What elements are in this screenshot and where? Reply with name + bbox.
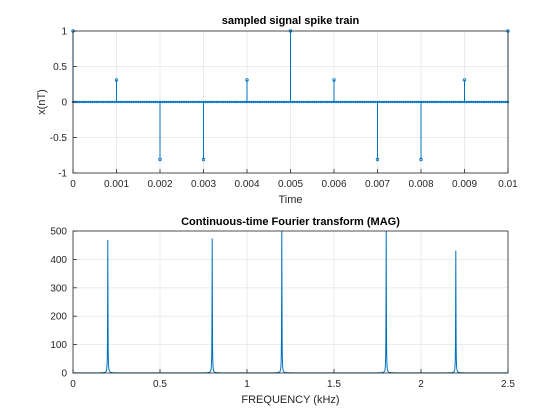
bottom-ytick-label: 500	[50, 227, 67, 238]
stem-marker	[114, 78, 119, 82]
top-ytick-label: -1	[58, 169, 67, 180]
bottom-ytick-label: 100	[50, 340, 67, 351]
bottom-plot-area	[73, 231, 508, 373]
top-xtick-label: 0.003	[191, 179, 216, 190]
stem-marker	[375, 157, 380, 162]
bottom-xtick-label: 1	[244, 379, 250, 390]
top-axes: 0 0.001 0.002 0.003 0.004 0.005 0.006 0.007 0.00…	[36, 15, 518, 206]
top-ytick-label: 0.5	[53, 62, 67, 73]
top-xtick-label: 0	[70, 179, 76, 190]
bottom-xlabel: FREQUENCY (kHz)	[241, 394, 339, 406]
top-ylabel: x(nT)	[36, 89, 48, 115]
top-ytick-label: 1	[61, 27, 67, 38]
top-xtick-label: 0.005	[278, 179, 303, 190]
bottom-title: Continuous-time Fourier transform (MAG)	[181, 216, 400, 228]
top-xlabel: Time	[278, 194, 302, 206]
stem-marker	[419, 157, 423, 162]
top-ticks: 0 0.001 0.002 0.003 0.004 0.005 0.006 0.007 0.00…	[50, 27, 518, 191]
bottom-axes-box	[72, 230, 509, 374]
top-ytick-label: -0.5	[50, 133, 68, 144]
bottom-xtick-label: 1.5	[327, 379, 341, 390]
top-ytick-label: 0	[61, 98, 67, 109]
top-xtick-label: 0.006	[321, 179, 346, 190]
top-xtick-label: 0.01	[498, 179, 518, 190]
bottom-ytick-label: 200	[50, 312, 67, 323]
top-title: sampled signal spike train	[222, 15, 360, 27]
top-xtick-label: 0.002	[147, 179, 172, 190]
top-xtick-label: 0.004	[234, 179, 259, 190]
top-xtick-label: 0.008	[408, 179, 433, 190]
top-xtick-label: 0.001	[104, 179, 129, 190]
bottom-xtick-label: 0	[70, 379, 76, 390]
bottom-ytick-label: 400	[50, 255, 67, 266]
bottom-xtick-label: 0.5	[153, 379, 167, 390]
stem-marker	[462, 78, 467, 82]
stem-marker	[201, 157, 206, 162]
bottom-axes: 0 0.5 1 1.5 2 2.5 0 100 200 300 400 500 Continuous-…	[50, 216, 515, 406]
bottom-xtick-label: 2.5	[501, 379, 515, 390]
top-xtick-label: 0.009	[452, 179, 477, 190]
stem-marker	[245, 78, 249, 82]
bottom-ytick-label: 0	[61, 369, 67, 380]
bottom-ytick-label: 300	[50, 283, 67, 294]
top-xtick-label: 0.007	[365, 179, 390, 190]
stem-marker	[158, 157, 162, 162]
stem-marker	[332, 78, 336, 82]
bottom-xtick-label: 2	[418, 379, 424, 390]
bottom-ticks: 0 0.5 1 1.5 2 2.5 0 100 200 300 400 500	[50, 227, 515, 391]
